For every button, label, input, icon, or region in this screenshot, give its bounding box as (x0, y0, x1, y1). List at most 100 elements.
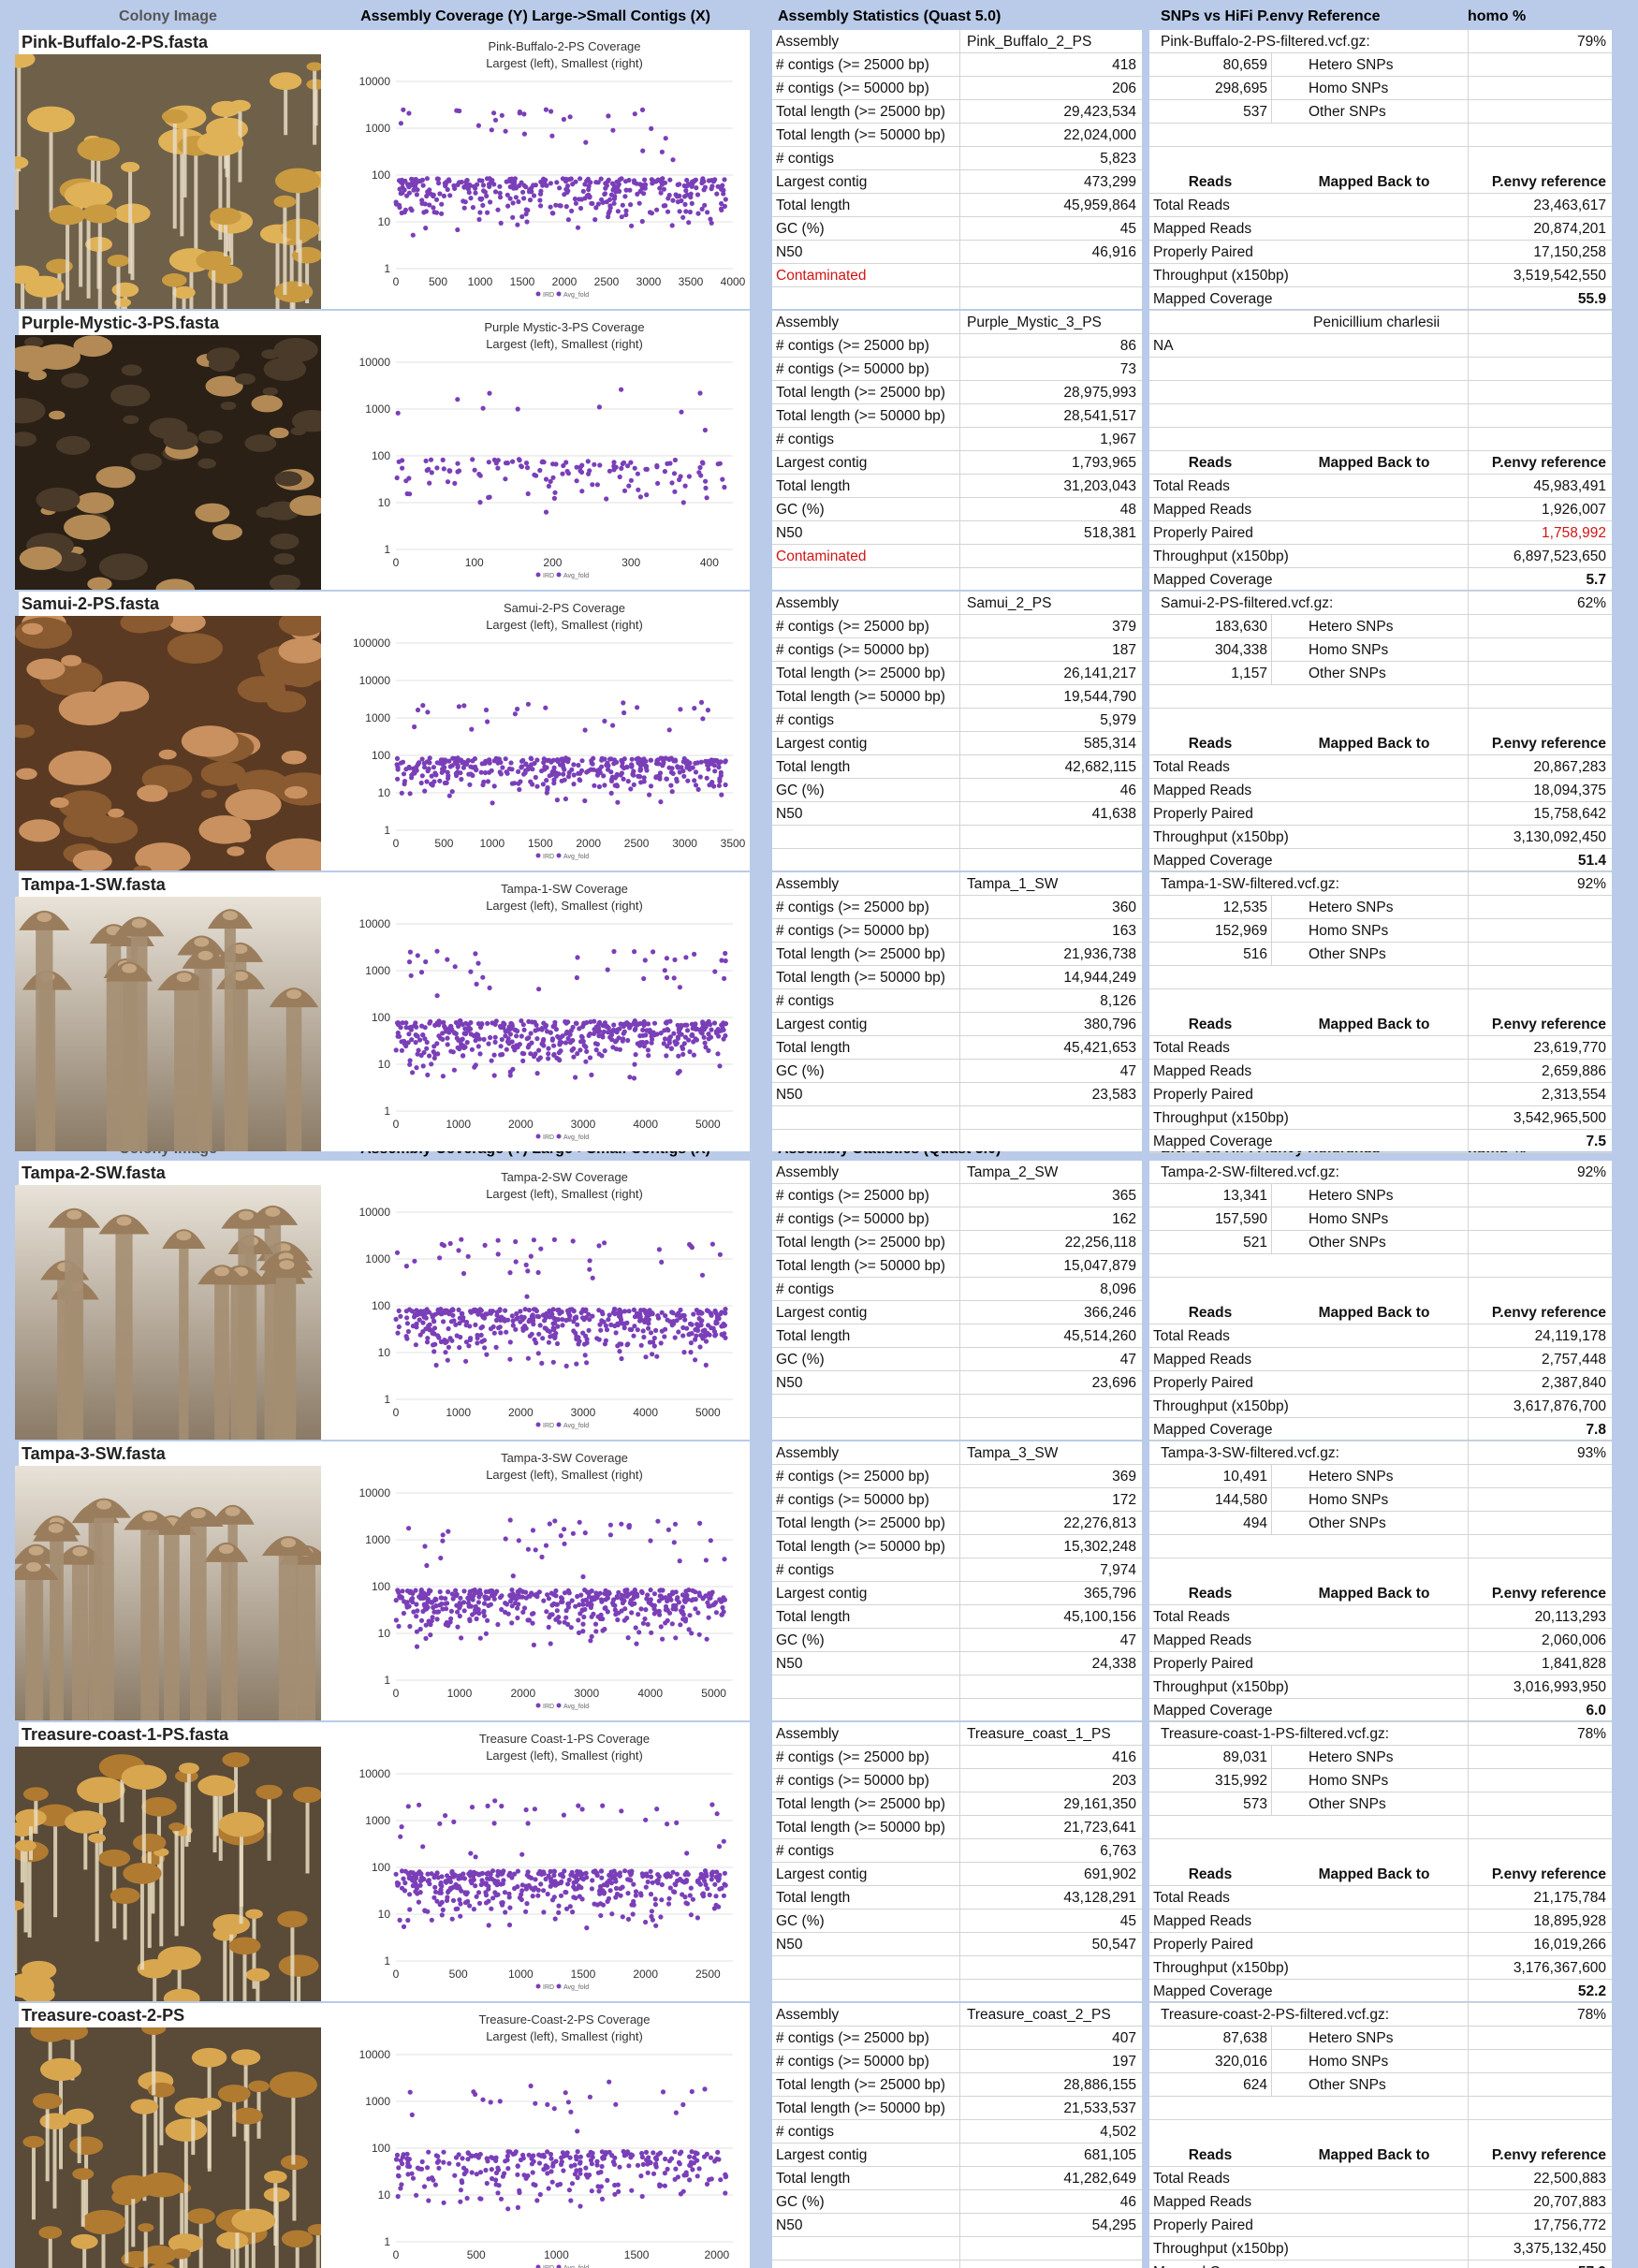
data-point (419, 2158, 425, 2165)
data-point (697, 464, 703, 471)
data-point (648, 783, 654, 789)
stat-label: # contigs (>= 50000 bp) (776, 642, 929, 658)
stats-row: N50 54,295 (772, 2214, 1142, 2237)
data-point (408, 1588, 414, 1594)
data-point (589, 1072, 594, 1077)
stats-row: Total length 45,514,260 (772, 1324, 1142, 1348)
data-point (584, 1048, 590, 1054)
reads-label: Mapped Reads (1153, 221, 1252, 237)
x-tick-label: 1000 (468, 275, 493, 288)
data-point (526, 2152, 532, 2158)
data-point (721, 1838, 726, 1844)
y-tick-label: 10 (378, 786, 391, 799)
stats-row: GC (%) 47 (772, 1348, 1142, 1371)
data-point (648, 1588, 653, 1593)
data-point (716, 1904, 722, 1910)
data-point (629, 1902, 635, 1908)
data-point (621, 776, 626, 782)
data-point (578, 1047, 583, 1053)
data-point (520, 1022, 526, 1028)
data-point (632, 1588, 637, 1593)
data-point (429, 1871, 434, 1877)
data-point (595, 180, 601, 185)
data-point (492, 1798, 498, 1804)
data-point (604, 1327, 610, 1333)
data-point (641, 1308, 647, 1313)
data-point (595, 2184, 601, 2189)
data-point (682, 201, 688, 207)
data-point (481, 779, 487, 784)
data-point (680, 1051, 686, 1057)
data-point (540, 1336, 546, 1341)
data-point (531, 2182, 536, 2188)
data-point (396, 1022, 402, 1028)
x-tick-label: 2000 (705, 2248, 730, 2261)
data-point (457, 1345, 462, 1351)
data-point (485, 2158, 490, 2164)
data-point (697, 1520, 703, 1526)
snp-count-row: 315,992 Homo SNPs (1149, 1769, 1612, 1792)
snp-type: Homo SNPs (1309, 642, 1389, 658)
data-point (525, 1821, 531, 1826)
stat-label: # contigs (>= 25000 bp) (776, 1188, 929, 1204)
data-point (658, 1624, 664, 1630)
snp-count-row: 80,659 Hetero SNPs (1149, 53, 1612, 77)
stat-value: 22,276,813 (1063, 1515, 1136, 1531)
data-point (578, 1611, 583, 1617)
data-point (441, 2149, 446, 2155)
data-point (538, 1246, 544, 1251)
data-point (583, 1597, 589, 1602)
stat-value: 23,696 (1091, 1375, 1136, 1391)
data-point (525, 1355, 531, 1361)
data-point (439, 201, 445, 207)
data-point (631, 1881, 636, 1887)
data-point (486, 1041, 491, 1046)
data-point (611, 200, 617, 206)
data-point (563, 1018, 568, 1025)
data-point (460, 2156, 465, 2161)
stat-value: 24,338 (1091, 1656, 1136, 1672)
stat-label: # contigs (>= 50000 bp) (776, 2054, 929, 2070)
penvy-header: P.envy reference (1491, 1305, 1606, 1321)
data-point (474, 1894, 479, 1899)
data-point (528, 779, 534, 784)
penvy-header: P.envy reference (1491, 736, 1606, 752)
assembly-stats-table: Assembly Pink_Buffalo_2_PS # contigs (>=… (772, 30, 1142, 309)
y-tick-label: 10000 (359, 1206, 391, 1219)
data-point (486, 1923, 491, 1928)
data-point (566, 2188, 572, 2193)
data-points (394, 699, 728, 806)
data-point (643, 1817, 649, 1822)
species-row: Penicillium charlesii (1149, 311, 1612, 334)
data-point (513, 1326, 519, 1332)
stat-label: # contigs (776, 2124, 835, 2140)
data-point (580, 1621, 586, 1627)
data-point (493, 2155, 499, 2160)
legend-label-a: IRD (543, 2265, 554, 2268)
reads-value: 3,016,993,950 (1513, 1679, 1606, 1695)
data-point (504, 1329, 509, 1335)
data-point (608, 1322, 614, 1327)
data-point (423, 1635, 429, 1641)
data-point (721, 1036, 726, 1042)
data-point (553, 1617, 559, 1622)
chart-title: Pink-Buffalo-2-PS Coverage (488, 39, 640, 53)
data-point (715, 2149, 721, 2155)
data-point (622, 1588, 628, 1593)
stat-label: GC (%) (776, 1063, 825, 1079)
snp-file-name: Samui-2-PS-filtered.vcf.gz: (1161, 595, 1334, 611)
stat-value: 45,514,260 (1063, 1328, 1136, 1344)
data-point (576, 762, 581, 768)
data-point (693, 1036, 698, 1042)
data-point (624, 1020, 630, 1026)
stats-row-contaminated (772, 1106, 1142, 1130)
data-point (455, 227, 461, 233)
legend-marker-a (535, 1422, 541, 1427)
column-separator (1271, 1465, 1272, 1535)
column-separator (1271, 896, 1272, 966)
data-point (692, 2155, 697, 2160)
data-point (513, 1238, 519, 1245)
data-point (578, 1033, 584, 1039)
data-point (409, 775, 415, 781)
stats-row: Assembly Tampa_2_SW (772, 1161, 1142, 1184)
